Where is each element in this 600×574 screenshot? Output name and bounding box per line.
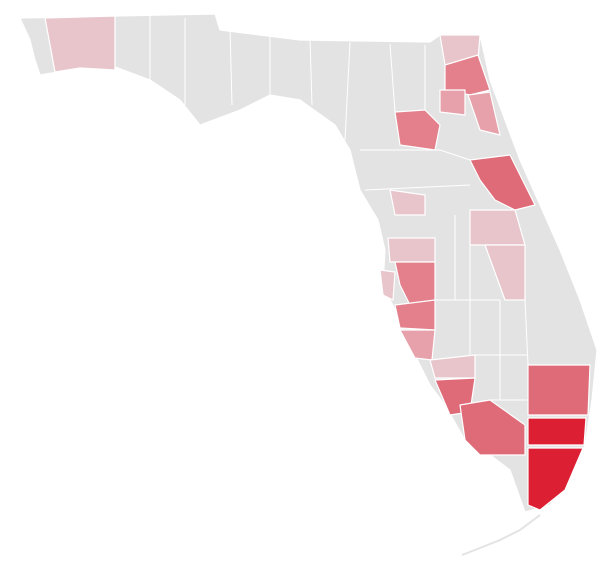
county: [527, 417, 587, 446]
county: [394, 109, 441, 151]
county: [44, 15, 116, 73]
county: [444, 54, 491, 96]
county: [389, 189, 426, 216]
county-lines: [149, 16, 529, 401]
county: [467, 91, 501, 136]
counties: [44, 15, 591, 511]
county: [439, 89, 466, 116]
county: [399, 329, 436, 361]
county: [459, 399, 526, 456]
county: [387, 237, 436, 263]
county: [469, 209, 526, 246]
county: [527, 364, 591, 416]
county: [379, 269, 396, 301]
county: [484, 244, 526, 301]
county: [394, 299, 436, 331]
keys: [461, 514, 541, 556]
county: [527, 447, 584, 511]
